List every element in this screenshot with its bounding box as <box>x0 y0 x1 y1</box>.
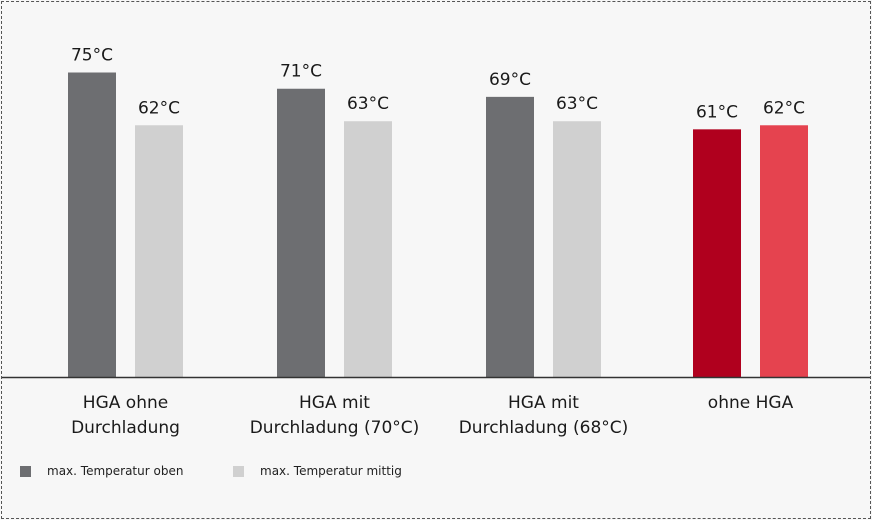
bar-mittig-2 <box>344 121 392 377</box>
bar-oben-1 <box>68 72 116 377</box>
data-label-mittig-4: 62°C <box>763 98 805 118</box>
bar-oben-3 <box>486 96 534 378</box>
category-label-1-line-2: Durchladung <box>71 418 180 438</box>
legend-label-oben: max. Temperatur oben <box>47 464 184 478</box>
data-label-oben-3: 69°C <box>489 70 531 90</box>
category-label-2-line-2: Durchladung (70°C) <box>250 418 420 438</box>
data-label-oben-4: 61°C <box>696 102 738 122</box>
data-label-oben-2: 71°C <box>280 62 322 82</box>
data-label-mittig-1: 62°C <box>138 98 180 118</box>
category-label-4: ohne HGA <box>708 393 794 413</box>
bar-mittig-1 <box>135 125 183 377</box>
bar-chart: 75°C 71°C 69°C 61°C 62°C 63°C 63°C 62°C HGA ohne… <box>2 46 870 438</box>
bar-mittig-4 <box>760 125 808 377</box>
legend-label-mittig: max. Temperatur mittig <box>260 464 402 478</box>
bar-oben-4 <box>693 129 741 377</box>
bar-mittig-3 <box>553 121 601 377</box>
legend-item-mittig: max. Temperatur mittig <box>233 464 402 478</box>
legend-item-oben: max. Temperatur oben <box>20 464 183 478</box>
category-label-1-line-1: HGA ohne <box>83 393 168 413</box>
legend-swatch-oben <box>20 465 31 477</box>
category-label-3-line-2: Durchladung (68°C) <box>459 418 629 438</box>
data-label-mittig-2: 63°C <box>347 94 389 114</box>
category-label-3-line-1: HGA mit <box>508 393 579 413</box>
data-label-oben-1: 75°C <box>71 46 113 66</box>
legend-swatch-mittig <box>233 465 244 477</box>
category-label-2-line-1: HGA mit <box>299 393 370 413</box>
data-label-mittig-3: 63°C <box>556 94 598 114</box>
bar-oben-2 <box>277 88 325 378</box>
